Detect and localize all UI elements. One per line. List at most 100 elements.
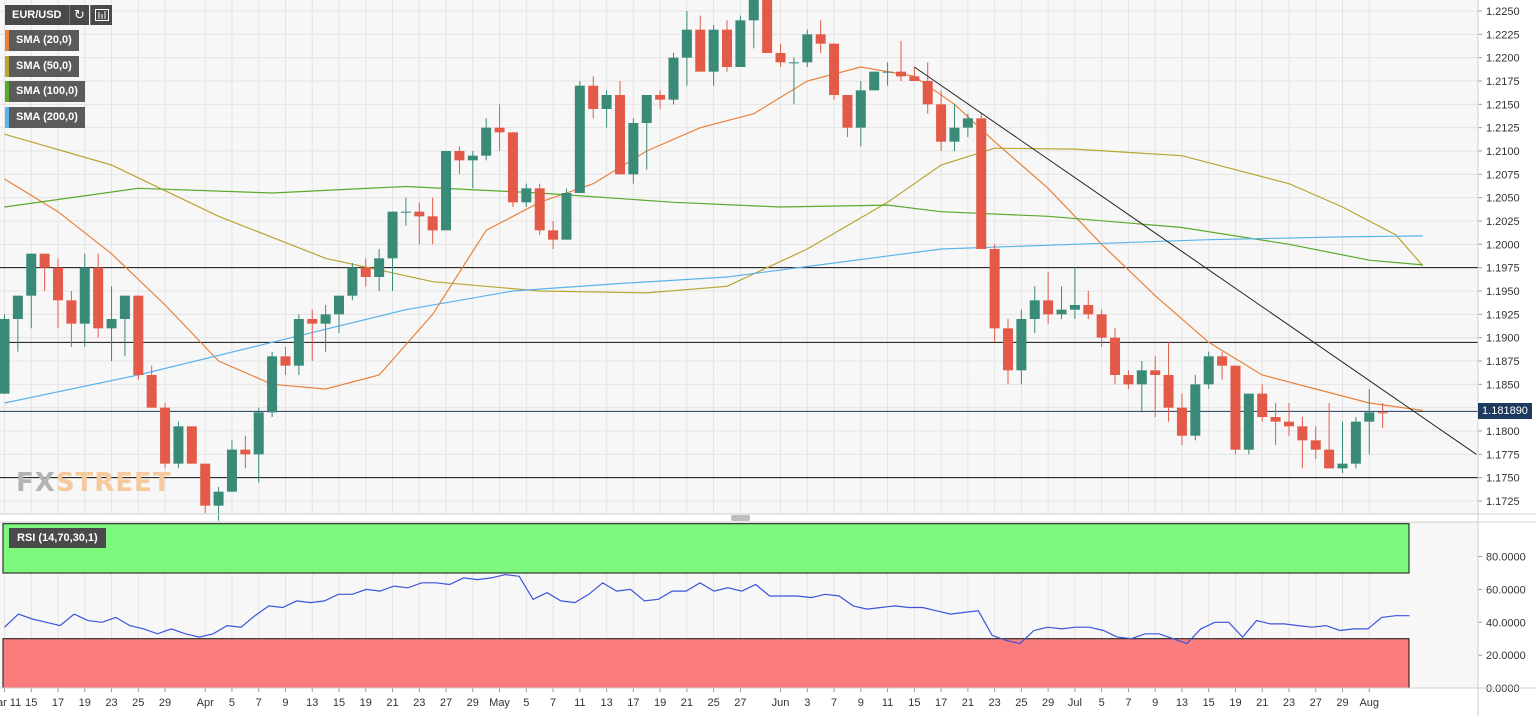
price-tick-label: 1.2050	[1486, 193, 1520, 205]
candle	[681, 11, 692, 86]
candle-body	[548, 230, 559, 240]
candle	[1243, 393, 1254, 455]
candle	[1337, 421, 1348, 473]
candle-body	[507, 132, 518, 203]
candle	[454, 146, 465, 175]
candle	[1310, 426, 1321, 459]
candle-body	[601, 95, 612, 109]
candle	[1350, 417, 1361, 469]
time-tick-label: 29	[1336, 697, 1348, 709]
candle-body	[842, 95, 853, 128]
time-tick-label: 9	[282, 697, 288, 709]
panel-resize-handle[interactable]	[731, 515, 750, 521]
time-tick-label: 3	[804, 697, 810, 709]
candle	[708, 25, 719, 86]
time-tick-label: 25	[708, 697, 720, 709]
sma-50-legend[interactable]: SMA (50,0)	[5, 56, 79, 77]
candle	[307, 309, 318, 361]
time-tick-label: 27	[734, 697, 746, 709]
sma-200-legend[interactable]: SMA (200,0)	[5, 107, 85, 128]
time-tick-label: 23	[413, 697, 425, 709]
rsi-tick-label: 40.0000	[1486, 617, 1526, 629]
candle-body	[387, 211, 398, 259]
candle-body	[722, 29, 733, 68]
candle-body	[173, 426, 184, 464]
candle-body	[374, 258, 385, 277]
candle-body	[427, 216, 438, 231]
candle-body	[1310, 440, 1321, 450]
time-tick-label: 5	[229, 697, 235, 709]
candle-body	[293, 319, 304, 366]
candle-body	[1350, 421, 1361, 464]
candle-body	[1150, 370, 1161, 375]
candle	[12, 295, 23, 352]
candle-body	[414, 211, 425, 217]
candle	[1163, 342, 1174, 422]
price-tick-label: 1.2000	[1486, 239, 1520, 251]
candle-body	[882, 71, 893, 73]
candle-body	[200, 463, 211, 506]
candle-body	[695, 29, 706, 72]
candle	[400, 197, 411, 226]
candle	[641, 95, 652, 170]
candle	[1283, 403, 1294, 436]
sma-50-label: SMA (50,0)	[16, 60, 72, 72]
candle	[280, 347, 291, 375]
candle	[293, 314, 304, 375]
candle-body	[1123, 375, 1134, 385]
candle	[922, 62, 933, 114]
time-tick-label: 19	[79, 697, 91, 709]
candle-body	[146, 375, 157, 408]
candle	[1043, 272, 1054, 324]
candle	[1123, 370, 1134, 389]
time-tick-label: 17	[52, 697, 64, 709]
refresh-icon[interactable]: ↻	[69, 5, 89, 25]
candle-body	[588, 85, 599, 109]
candle-body	[1163, 375, 1174, 408]
symbol-button[interactable]: EUR/USD	[5, 5, 69, 25]
candle	[895, 40, 906, 81]
time-tick-label: 27	[1310, 697, 1322, 709]
rsi-legend[interactable]: RSI (14,70,30,1)	[9, 528, 106, 548]
sma-100-legend[interactable]: SMA (100,0)	[5, 81, 85, 102]
candle	[93, 253, 104, 338]
candle-body	[226, 449, 237, 492]
rsi-oversold-zone	[2, 638, 1410, 689]
time-tick-label: Jul	[1068, 697, 1082, 709]
candle	[722, 20, 733, 72]
price-tick-label: 1.1800	[1486, 426, 1520, 438]
candle	[1003, 319, 1013, 385]
candle	[614, 81, 625, 175]
candle-body	[26, 253, 37, 296]
sma-200-label: SMA (200,0)	[16, 111, 78, 123]
candle-body	[1176, 407, 1187, 436]
candle-body	[788, 62, 799, 64]
rsi-line	[4, 573, 1410, 645]
candle	[695, 15, 706, 72]
time-tick-label: 9	[1152, 697, 1158, 709]
time-tick-label: 7	[831, 697, 837, 709]
sma-20-legend[interactable]: SMA (20,0)	[5, 30, 79, 51]
candle-body	[441, 151, 452, 231]
candle-body	[655, 95, 666, 100]
candle-body	[400, 211, 411, 213]
candle	[1230, 365, 1241, 455]
candle	[762, 0, 773, 53]
time-tick-label: 15	[908, 697, 920, 709]
time-tick-label: Mar 11	[0, 697, 21, 709]
sma-line-3	[4, 185, 1423, 266]
candle	[160, 403, 171, 469]
time-tick-label: 27	[440, 697, 452, 709]
candle-body	[1377, 412, 1388, 414]
time-tick-label: 7	[1125, 697, 1131, 709]
candle	[668, 53, 679, 105]
candle-body	[307, 319, 318, 324]
candle	[494, 104, 505, 151]
candle-body	[133, 295, 144, 375]
candle-body	[213, 491, 224, 506]
candle	[1110, 328, 1121, 385]
candle-body	[708, 29, 719, 72]
time-tick-label: 5	[1099, 697, 1105, 709]
indicators-icon[interactable]	[90, 5, 112, 25]
time-tick-label: 7	[550, 697, 556, 709]
